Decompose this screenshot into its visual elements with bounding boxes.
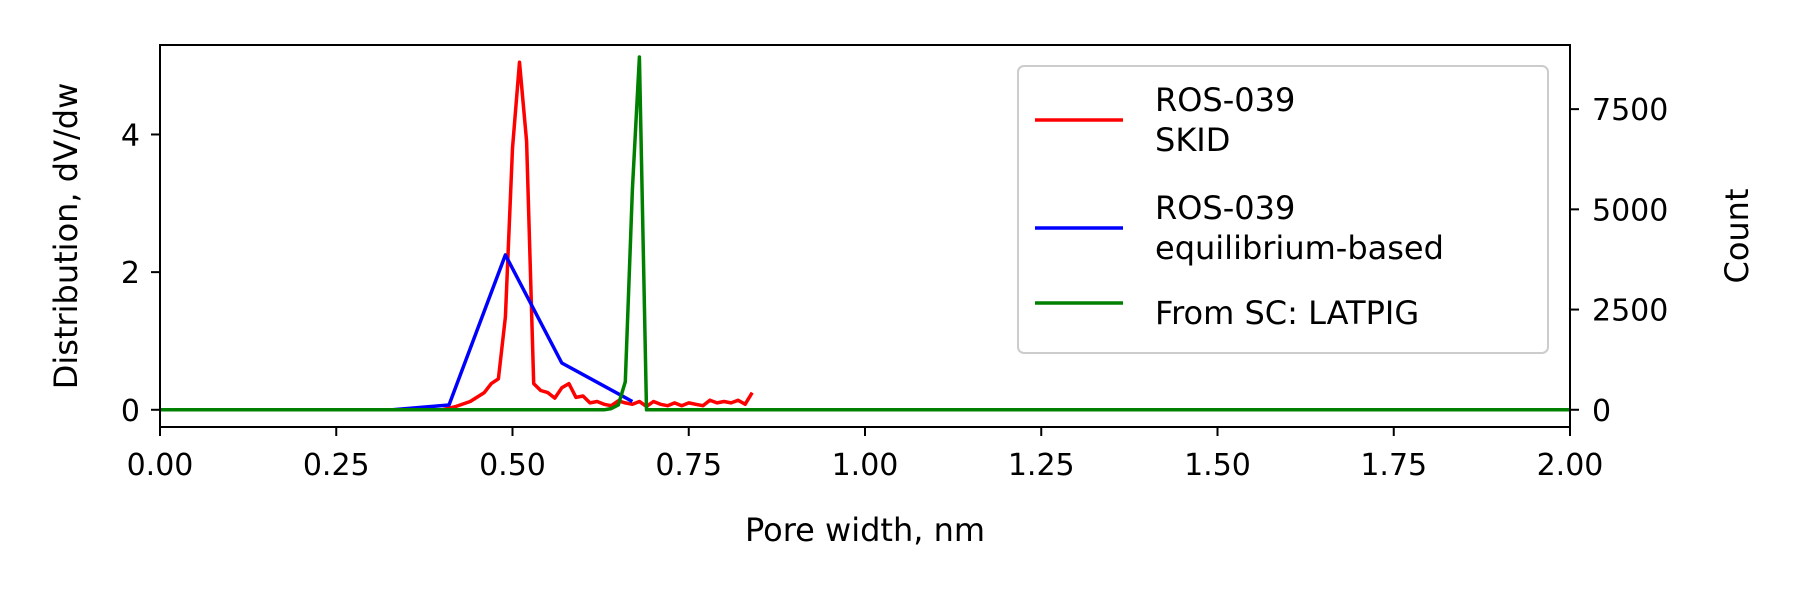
x-tick-label: 1.00 — [832, 448, 899, 483]
x-tick-label: 1.50 — [1184, 448, 1251, 483]
x-tick-label: 0.50 — [479, 448, 546, 483]
y2-tick-label: 2500 — [1592, 294, 1668, 329]
legend: ROS-039 SKID ROS-039 equilibrium-based From … — [1017, 65, 1549, 354]
series-line-0 — [441, 60, 754, 412]
x-tick-label: 0.00 — [127, 448, 194, 483]
y-axis-label: Distribution, dV/dw — [47, 83, 85, 390]
legend-frame — [1017, 65, 1549, 354]
x-tick-label: 1.75 — [1360, 448, 1427, 483]
y2-tick-label: 7500 — [1592, 93, 1668, 128]
y2-tick-label: 0 — [1592, 394, 1611, 429]
y-tick-label: 2 — [121, 256, 140, 291]
y2-axis-ticks: 0 2500 5000 7500 — [1570, 93, 1668, 429]
legend-label-2: From SC: LATPIG — [1155, 294, 1419, 332]
legend-label-0: ROS-039 SKID — [1155, 81, 1295, 159]
x-tick-label: 2.00 — [1537, 448, 1604, 483]
x-axis-ticks: 0.00 0.25 0.50 0.75 1.00 1.25 1.50 1.75 2.00 — [127, 427, 1604, 483]
y2-tick-label: 5000 — [1592, 193, 1668, 228]
y2-axis-label: Count — [1718, 188, 1756, 283]
y-tick-label: 0 — [121, 394, 140, 429]
series-line-2 — [160, 55, 1570, 412]
series-layer — [160, 55, 1570, 412]
y-tick-label: 4 — [121, 118, 140, 153]
x-tick-label: 0.25 — [303, 448, 370, 483]
y-axis-ticks: 0 2 4 — [121, 118, 160, 429]
x-tick-label: 1.25 — [1008, 448, 1075, 483]
legend-label-1: ROS-039 equilibrium-based — [1155, 189, 1444, 267]
x-tick-label: 0.75 — [655, 448, 722, 483]
series-line-1 — [392, 253, 634, 412]
x-axis-label: Pore width, nm — [745, 511, 985, 549]
